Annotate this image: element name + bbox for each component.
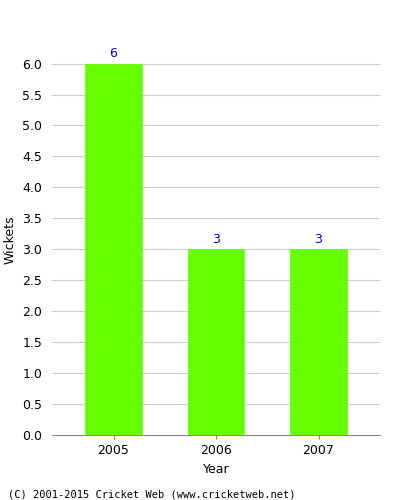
Bar xyxy=(290,250,347,435)
Bar xyxy=(85,64,142,435)
Text: 3: 3 xyxy=(314,233,322,246)
Bar xyxy=(188,250,244,435)
Text: 3: 3 xyxy=(212,233,220,246)
Text: 6: 6 xyxy=(110,48,118,60)
Y-axis label: Wickets: Wickets xyxy=(4,216,17,264)
X-axis label: Year: Year xyxy=(203,462,229,475)
Text: (C) 2001-2015 Cricket Web (www.cricketweb.net): (C) 2001-2015 Cricket Web (www.cricketwe… xyxy=(8,490,296,500)
